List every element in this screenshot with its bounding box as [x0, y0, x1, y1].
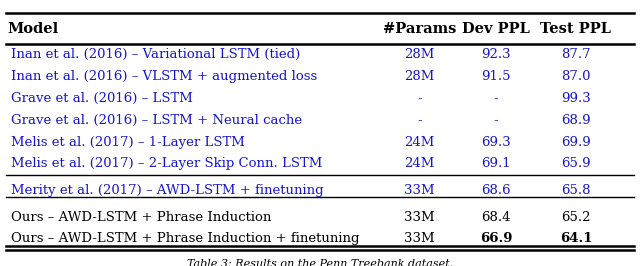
Text: Table 3: Results on the Penn Treebank dataset.: Table 3: Results on the Penn Treebank da… [187, 259, 453, 266]
Text: Grave et al. (2016) – LSTM: Grave et al. (2016) – LSTM [11, 92, 193, 105]
Text: Model: Model [8, 22, 59, 36]
Text: Melis et al. (2017) – 1-Layer LSTM: Melis et al. (2017) – 1-Layer LSTM [11, 136, 244, 148]
Text: 87.7: 87.7 [561, 48, 591, 61]
Text: Ours – AWD-LSTM + Phrase Induction: Ours – AWD-LSTM + Phrase Induction [11, 211, 271, 223]
Text: Inan et al. (2016) – Variational LSTM (tied): Inan et al. (2016) – Variational LSTM (t… [11, 48, 300, 61]
Text: -: - [493, 114, 499, 127]
Text: 24M: 24M [404, 136, 435, 148]
Text: 64.1: 64.1 [560, 232, 592, 245]
Text: 68.6: 68.6 [481, 184, 511, 197]
Text: 66.9: 66.9 [480, 232, 512, 245]
Text: 65.9: 65.9 [561, 157, 591, 170]
Text: 28M: 28M [404, 70, 435, 83]
Text: 24M: 24M [404, 157, 435, 170]
Text: 91.5: 91.5 [481, 70, 511, 83]
Text: #Params: #Params [383, 22, 456, 36]
Text: 65.8: 65.8 [561, 184, 591, 197]
Text: 33M: 33M [404, 232, 435, 245]
Text: Grave et al. (2016) – LSTM + Neural cache: Grave et al. (2016) – LSTM + Neural cach… [11, 114, 302, 127]
Text: -: - [417, 92, 422, 105]
Text: Merity et al. (2017) – AWD-LSTM + finetuning: Merity et al. (2017) – AWD-LSTM + finetu… [11, 184, 323, 197]
Text: -: - [493, 92, 499, 105]
Text: 69.9: 69.9 [561, 136, 591, 148]
Text: Test PPL: Test PPL [541, 22, 611, 36]
Text: 99.3: 99.3 [561, 92, 591, 105]
Text: Ours – AWD-LSTM + Phrase Induction + finetuning: Ours – AWD-LSTM + Phrase Induction + fin… [11, 232, 360, 245]
Text: 69.3: 69.3 [481, 136, 511, 148]
Text: 68.9: 68.9 [561, 114, 591, 127]
Text: 68.4: 68.4 [481, 211, 511, 223]
Text: -: - [417, 114, 422, 127]
Text: Inan et al. (2016) – VLSTM + augmented loss: Inan et al. (2016) – VLSTM + augmented l… [11, 70, 317, 83]
Text: Dev PPL: Dev PPL [462, 22, 530, 36]
Text: 69.1: 69.1 [481, 157, 511, 170]
Text: 28M: 28M [404, 48, 435, 61]
Text: 92.3: 92.3 [481, 48, 511, 61]
Text: 33M: 33M [404, 184, 435, 197]
Text: 65.2: 65.2 [561, 211, 591, 223]
Text: 33M: 33M [404, 211, 435, 223]
Text: Melis et al. (2017) – 2-Layer Skip Conn. LSTM: Melis et al. (2017) – 2-Layer Skip Conn.… [11, 157, 323, 170]
Text: 87.0: 87.0 [561, 70, 591, 83]
